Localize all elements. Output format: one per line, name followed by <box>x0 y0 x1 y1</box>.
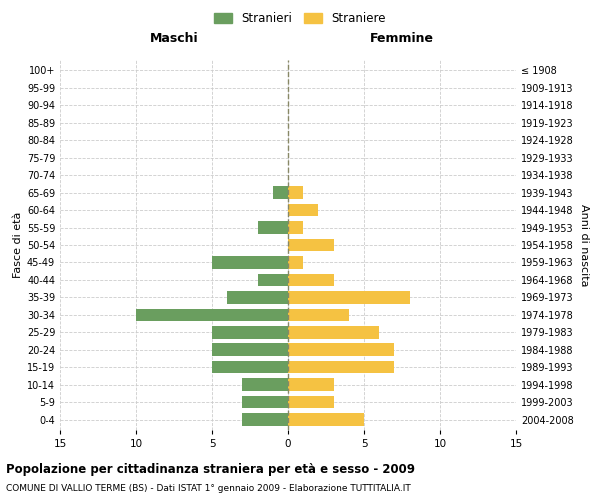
Bar <box>288 274 334 286</box>
Y-axis label: Fasce di età: Fasce di età <box>13 212 23 278</box>
Bar <box>212 256 288 268</box>
Bar <box>288 396 334 408</box>
Bar <box>136 308 288 321</box>
Bar <box>288 238 334 252</box>
Bar <box>242 413 288 426</box>
Bar <box>288 378 334 391</box>
Bar <box>288 308 349 321</box>
Bar <box>288 344 394 356</box>
Text: Femmine: Femmine <box>370 32 434 45</box>
Bar <box>257 274 288 286</box>
Bar <box>257 222 288 234</box>
Y-axis label: Anni di nascita: Anni di nascita <box>579 204 589 286</box>
Bar <box>288 186 303 199</box>
Bar <box>242 396 288 408</box>
Text: Popolazione per cittadinanza straniera per età e sesso - 2009: Popolazione per cittadinanza straniera p… <box>6 462 415 475</box>
Bar <box>273 186 288 199</box>
Bar <box>242 378 288 391</box>
Bar <box>288 256 303 268</box>
Bar <box>212 361 288 374</box>
Text: COMUNE DI VALLIO TERME (BS) - Dati ISTAT 1° gennaio 2009 - Elaborazione TUTTITAL: COMUNE DI VALLIO TERME (BS) - Dati ISTAT… <box>6 484 411 493</box>
Bar <box>227 291 288 304</box>
Bar <box>288 204 319 216</box>
Bar <box>212 326 288 338</box>
Bar <box>212 344 288 356</box>
Bar <box>288 291 410 304</box>
Bar <box>288 326 379 338</box>
Legend: Stranieri, Straniere: Stranieri, Straniere <box>211 8 389 28</box>
Bar <box>288 413 364 426</box>
Text: Maschi: Maschi <box>149 32 199 45</box>
Bar <box>288 361 394 374</box>
Bar <box>288 222 303 234</box>
